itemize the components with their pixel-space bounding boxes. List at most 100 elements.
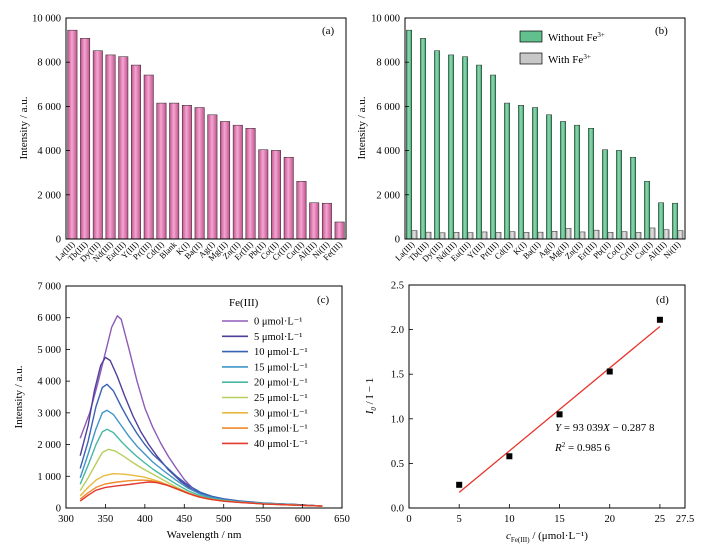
bar-without-Er(III) (588, 128, 594, 240)
x-tick-label: 650 (334, 514, 350, 525)
bar-without-Y(III) (476, 64, 482, 240)
legend-label-8: 40 μmol·L⁻¹ (254, 439, 308, 450)
fit-line (458, 325, 661, 493)
bar-K(I) (181, 105, 192, 240)
bar-with-La(III) (411, 230, 418, 240)
bar-Ba(II) (194, 107, 205, 240)
bar-Cr(III) (283, 156, 294, 240)
y-tick-label: 1.5 (391, 370, 404, 381)
y-tick-label: 0.0 (391, 504, 404, 515)
y-tick-label: 0 (395, 235, 400, 246)
x-tick-label: 5 (457, 514, 462, 525)
bar-without-Ba(II) (532, 107, 538, 240)
panel-c-lines (79, 315, 323, 507)
panel-b-label: (b) (655, 25, 668, 37)
bar-without-Ni(II) (672, 202, 678, 240)
legend-label-6: 30 μmol·L⁻¹ (254, 408, 308, 419)
bar-Ag(I) (207, 114, 218, 240)
x-tick-label: Ni(II) (661, 239, 682, 260)
bar-with-Dy(III) (439, 232, 446, 240)
y-tick-label: 1 000 (37, 472, 61, 483)
bar-without-Tb(III) (420, 38, 426, 240)
legend-label-with: With Fe3+ (548, 53, 591, 66)
bar-with-Co(II) (621, 231, 628, 240)
bar-with-Cu(II) (649, 227, 656, 240)
legend-label-1: 5 μmol·L⁻¹ (254, 332, 302, 343)
y-tick-label: 2.0 (391, 325, 404, 336)
panel-c-legend: 0 μmol·L⁻¹ 5 μmol·L⁻¹ 10 μmol·L⁻¹ 15 μmol·L… (222, 317, 308, 450)
y-tick-label: 6 000 (376, 102, 400, 113)
bar-with-Eu(III) (467, 232, 474, 240)
bar-Ni(II) (321, 202, 332, 240)
bar-without-K(I) (518, 105, 524, 240)
x-tick-label: 25 (655, 514, 666, 525)
y-tick-label: 3 000 (37, 408, 61, 419)
panel-b-chart: La(III)Tb(III)Dy(III)Nd(III)Eu(III)Y(III… (356, 14, 686, 264)
bar-Tb(III) (80, 38, 91, 240)
series-line-8 (79, 481, 323, 507)
bar-Cd(II) (156, 102, 167, 240)
bar-with-Pr(III) (495, 232, 502, 240)
panel-d-xlabel: cFe(III) / (μmol·L⁻¹) (506, 530, 588, 544)
x-tick-label: 600 (295, 514, 311, 525)
x-tick-label: 300 (58, 514, 74, 525)
data-point-3 (606, 368, 613, 375)
y-tick-label: 8 000 (376, 58, 400, 69)
data-point-1 (506, 453, 513, 460)
bar-with-Y(III) (481, 231, 488, 240)
x-tick-label: 0 (406, 514, 411, 525)
x-tick-label: 350 (98, 514, 114, 525)
bar-without-Dy(III) (434, 50, 440, 240)
legend-label-5: 25 μmol·L⁻¹ (254, 393, 308, 404)
y-tick-label: 6 000 (37, 313, 61, 324)
y-tick-label: 4 000 (37, 146, 61, 157)
series-line-6 (79, 473, 323, 507)
bar-Eu(III) (118, 56, 129, 240)
panel-a-axes: La(III)Tb(III)Dy(III)Nd(III)Eu(III)Y(III… (32, 14, 344, 264)
panel-b-frame (404, 17, 686, 240)
x-tick-label: 400 (137, 514, 153, 525)
x-tick-label: 500 (216, 514, 232, 525)
bar-Nd(III) (105, 54, 116, 240)
bar-without-Eu(III) (462, 56, 468, 240)
bar-without-Cr(III) (630, 156, 636, 240)
panel-a-ylabel: Intensity / a.u. (18, 96, 30, 159)
y-tick-label: 7 000 (37, 282, 61, 293)
y-tick-label: 10 000 (371, 14, 400, 25)
bar-Fe(III) (334, 221, 345, 240)
panel-d-frame (408, 284, 686, 509)
bar-without-Al(III) (658, 202, 664, 240)
y-tick-label: 1.0 (391, 414, 404, 425)
x-tick-label: 450 (176, 514, 192, 525)
bar-with-Cd(II) (509, 231, 516, 240)
panel-c-chart: 300 350 400 450 500 550 600 650 0 1 000 2 000 3 000… (13, 282, 350, 542)
y-tick-label: 2 000 (37, 190, 61, 201)
bar-with-Ba(II) (537, 231, 544, 240)
panel-d-axes: 0 5 10 15 20 25 27.5 0.0 0.5 1.0 1.5 2.0 2.5 (391, 281, 694, 526)
panel-c-legend-title: Fe(III) (229, 297, 259, 309)
x-tick-label: 550 (255, 514, 271, 525)
bar-Cu(II) (296, 181, 307, 240)
bar-without-Cu(II) (644, 181, 650, 240)
panel-d-label: (d) (656, 294, 669, 306)
bar-with-K(I) (523, 232, 530, 240)
bar-Co(II) (271, 150, 281, 240)
panel-b-legend: Without Fe3+ With Fe3+ (519, 30, 605, 66)
bar-Pb(II) (258, 149, 269, 240)
bar-with-Pb(II) (607, 232, 614, 240)
bar-with-Mg(II) (565, 228, 572, 240)
x-tick-label: 15 (554, 514, 565, 525)
panel-d-r2: R2 = 0.985 6 (554, 441, 610, 454)
panel-a-bars (67, 29, 345, 240)
bar-with-Nd(III) (453, 232, 460, 240)
bar-Al(III) (309, 202, 320, 240)
panel-c-axes: 300 350 400 450 500 550 600 650 0 1 000 2 000 3 000… (37, 282, 350, 526)
bar-Dy(III) (92, 50, 103, 240)
legend-label-7: 35 μmol·L⁻¹ (254, 424, 308, 435)
legend-label-0: 0 μmol·L⁻¹ (254, 317, 302, 328)
x-tick-label: 10 (504, 514, 515, 525)
panel-b-ylabel: Intensity / a.u. (356, 96, 368, 159)
bar-without-Mg(II) (560, 121, 566, 240)
data-point-2 (556, 411, 563, 418)
